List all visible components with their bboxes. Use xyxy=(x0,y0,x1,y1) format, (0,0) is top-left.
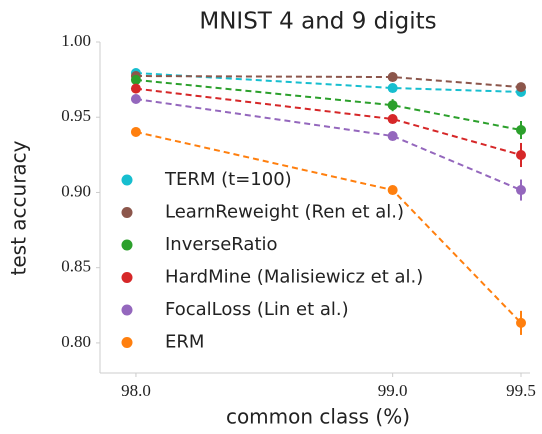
point xyxy=(516,149,527,160)
x-tick-label: 98.0 xyxy=(121,381,151,400)
point xyxy=(387,114,398,125)
y-tick-label: 1.00 xyxy=(61,31,91,50)
point xyxy=(130,83,141,94)
point xyxy=(516,185,527,196)
point xyxy=(516,82,527,93)
point xyxy=(387,185,398,196)
legend-marker xyxy=(121,239,133,251)
point xyxy=(130,94,141,105)
legend-label: FocalLoss (Lin et al.) xyxy=(165,299,349,320)
point xyxy=(516,125,527,136)
series-line xyxy=(135,78,522,131)
series-line xyxy=(135,98,522,191)
legend-label: LearnReweight (Ren et al.) xyxy=(165,202,404,223)
legend-marker xyxy=(121,304,133,316)
series-line xyxy=(135,75,522,89)
legend-marker xyxy=(121,337,133,348)
legend-label: InverseRatio xyxy=(165,234,278,255)
y-tick-label: 0.80 xyxy=(61,332,91,351)
point xyxy=(387,131,398,142)
series-line xyxy=(135,130,522,324)
point xyxy=(387,72,398,83)
point xyxy=(387,100,398,111)
y-tick-label: 0.90 xyxy=(61,181,91,200)
legend-marker xyxy=(121,272,133,283)
series-line xyxy=(135,71,522,93)
x-axis-label: common class (%) xyxy=(226,405,410,429)
x-tick-label: 99.5 xyxy=(506,381,536,400)
point xyxy=(387,83,398,94)
x-tick-label: 99.0 xyxy=(378,381,408,400)
point xyxy=(516,317,527,328)
legend-marker xyxy=(121,174,133,186)
legend-label: HardMine (Malisiewicz et al.) xyxy=(165,267,423,288)
point xyxy=(130,126,141,137)
y-tick-label: 0.85 xyxy=(61,257,91,276)
legend-label: ERM xyxy=(165,332,204,353)
legend-marker xyxy=(121,207,133,218)
y-tick-label: 0.95 xyxy=(61,106,91,125)
legend-label: TERM (t=100) xyxy=(164,169,292,190)
chart-title: MNIST 4 and 9 digits xyxy=(199,9,436,35)
point xyxy=(130,74,141,85)
y-axis-label: test accuracy xyxy=(7,140,31,275)
